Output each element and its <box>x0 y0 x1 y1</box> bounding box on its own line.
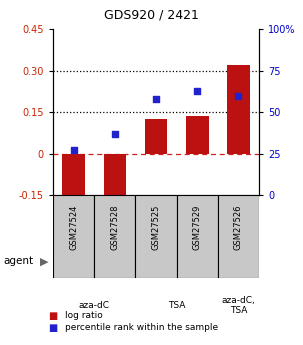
Text: log ratio: log ratio <box>65 311 103 320</box>
Bar <box>53 195 94 278</box>
Text: agent: agent <box>3 256 33 266</box>
Point <box>71 147 76 153</box>
Bar <box>227 65 250 154</box>
Text: GSM27529: GSM27529 <box>193 205 202 250</box>
Text: GDS920 / 2421: GDS920 / 2421 <box>104 9 199 22</box>
Text: ■: ■ <box>48 311 58 321</box>
Text: ■: ■ <box>48 323 58 333</box>
Bar <box>145 119 167 154</box>
Point <box>236 93 241 98</box>
Text: GSM27526: GSM27526 <box>234 205 243 250</box>
Text: GSM27524: GSM27524 <box>69 205 78 250</box>
Point <box>195 88 200 93</box>
Bar <box>135 195 177 278</box>
Point <box>112 131 117 136</box>
Text: percentile rank within the sample: percentile rank within the sample <box>65 323 218 332</box>
Text: aza-dC: aza-dC <box>79 301 110 310</box>
Bar <box>177 195 218 278</box>
Bar <box>104 154 126 196</box>
Text: GSM27528: GSM27528 <box>110 205 119 250</box>
Text: TSA: TSA <box>168 301 185 310</box>
Text: GSM27525: GSM27525 <box>152 205 161 250</box>
Bar <box>218 195 259 278</box>
Point <box>154 96 158 102</box>
Bar <box>94 195 135 278</box>
Bar <box>186 116 208 154</box>
Text: ▶: ▶ <box>40 256 48 266</box>
Text: aza-dC,
TSA: aza-dC, TSA <box>221 296 255 315</box>
Bar <box>62 154 85 199</box>
